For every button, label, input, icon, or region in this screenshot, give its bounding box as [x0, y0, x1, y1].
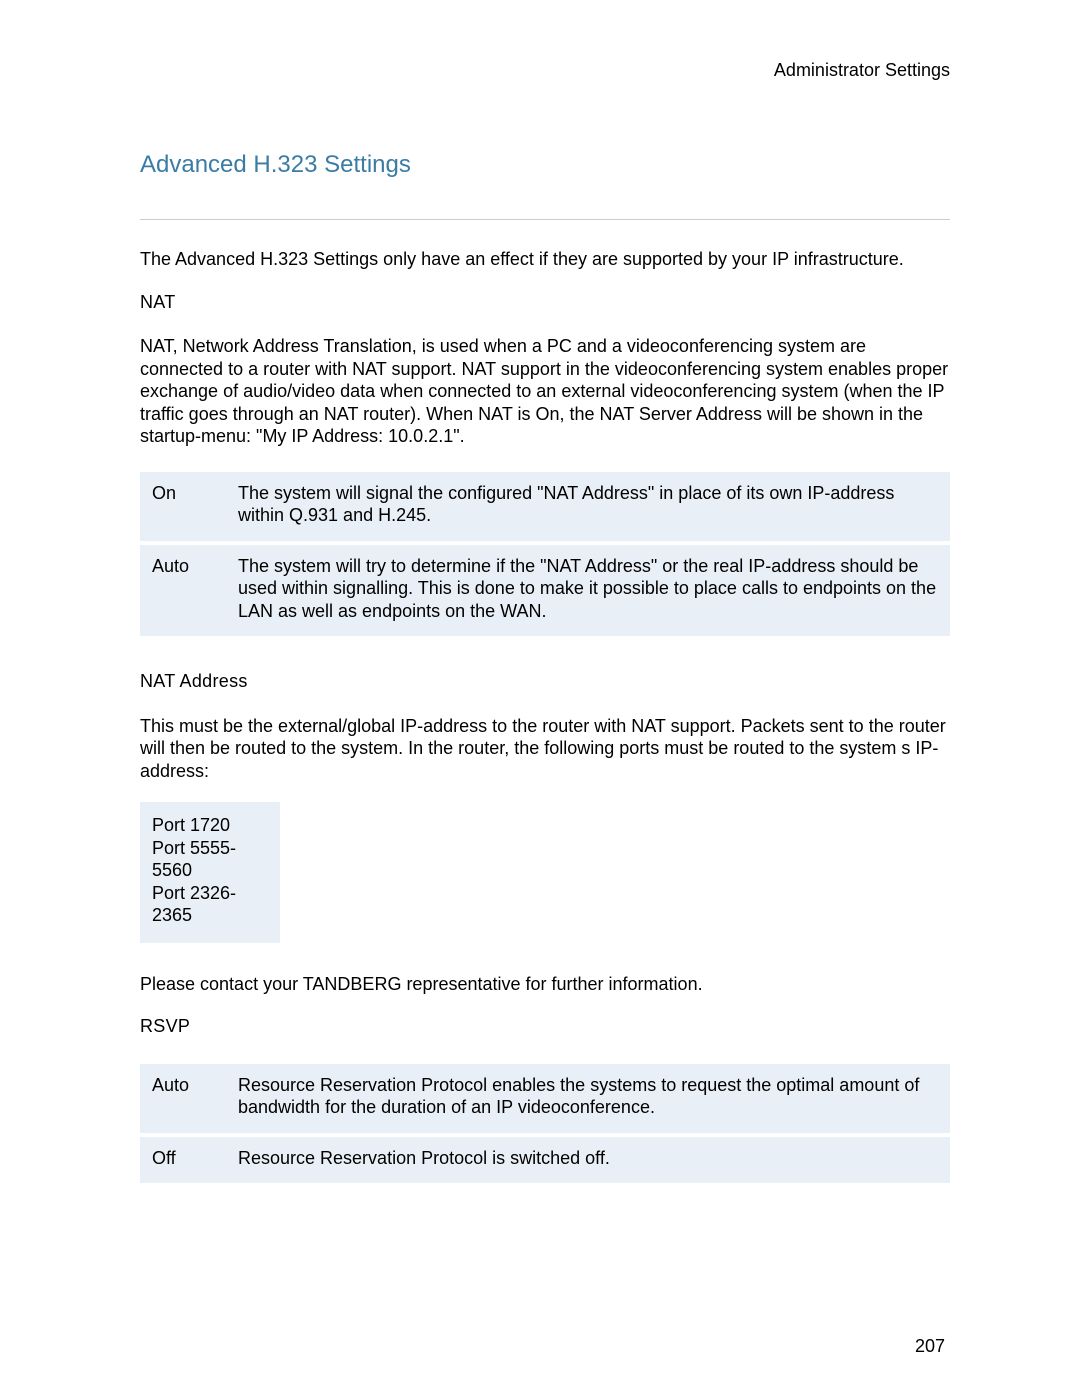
option-text: Resource Reservation Protocol enables th…: [226, 1064, 950, 1133]
option-label: On: [140, 472, 226, 541]
option-label: Off: [140, 1137, 226, 1184]
option-text: The system will try to determine if the …: [226, 545, 950, 637]
table-row: On The system will signal the configured…: [140, 472, 950, 541]
option-text: Resource Reservation Protocol is switche…: [226, 1137, 950, 1184]
nat-address-description: This must be the external/global IP-addr…: [140, 715, 950, 783]
table-row: Auto Resource Reservation Protocol enabl…: [140, 1064, 950, 1133]
option-text: The system will signal the configured "N…: [226, 472, 950, 541]
nat-options-table: On The system will signal the configured…: [140, 468, 950, 641]
nat-heading: NAT: [140, 291, 950, 314]
intro-paragraph: The Advanced H.323 Settings only have an…: [140, 248, 950, 271]
table-row: Auto The system will try to determine if…: [140, 545, 950, 637]
rsvp-heading: RSVP: [140, 1015, 950, 1038]
rsvp-options-table: Auto Resource Reservation Protocol enabl…: [140, 1060, 950, 1188]
option-label: Auto: [140, 545, 226, 637]
page-number: 207: [915, 1336, 945, 1357]
ports-box: Port 1720 Port 5555-5560 Port 2326-2365: [140, 802, 280, 943]
document-page: Administrator Settings Advanced H.323 Se…: [0, 0, 1080, 1397]
table-row: Off Resource Reservation Protocol is swi…: [140, 1137, 950, 1184]
contact-note: Please contact your TANDBERG representat…: [140, 973, 950, 996]
page-title: Advanced H.323 Settings: [140, 151, 950, 179]
option-label: Auto: [140, 1064, 226, 1133]
nat-address-heading: NAT Address: [140, 670, 950, 693]
header-section-label: Administrator Settings: [140, 60, 950, 81]
nat-description: NAT, Network Address Translation, is use…: [140, 335, 950, 448]
title-divider: [140, 219, 950, 220]
